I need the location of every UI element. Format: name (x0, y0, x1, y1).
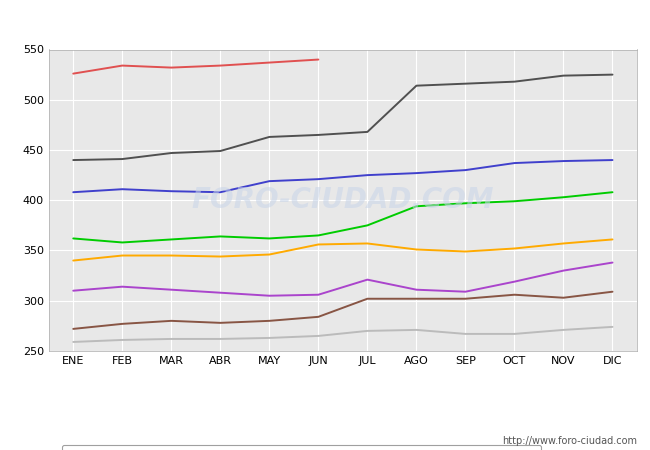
Text: FORO-CIUDAD.COM: FORO-CIUDAD.COM (192, 186, 494, 214)
Text: Afiliados en Capella a 31/5/2024: Afiliados en Capella a 31/5/2024 (190, 11, 460, 29)
Legend: 2024, 2023, 2022, 2021, 2020, 2019, 2018, 2017: 2024, 2023, 2022, 2021, 2020, 2019, 2018… (62, 445, 541, 450)
Text: http://www.foro-ciudad.com: http://www.foro-ciudad.com (502, 436, 637, 446)
